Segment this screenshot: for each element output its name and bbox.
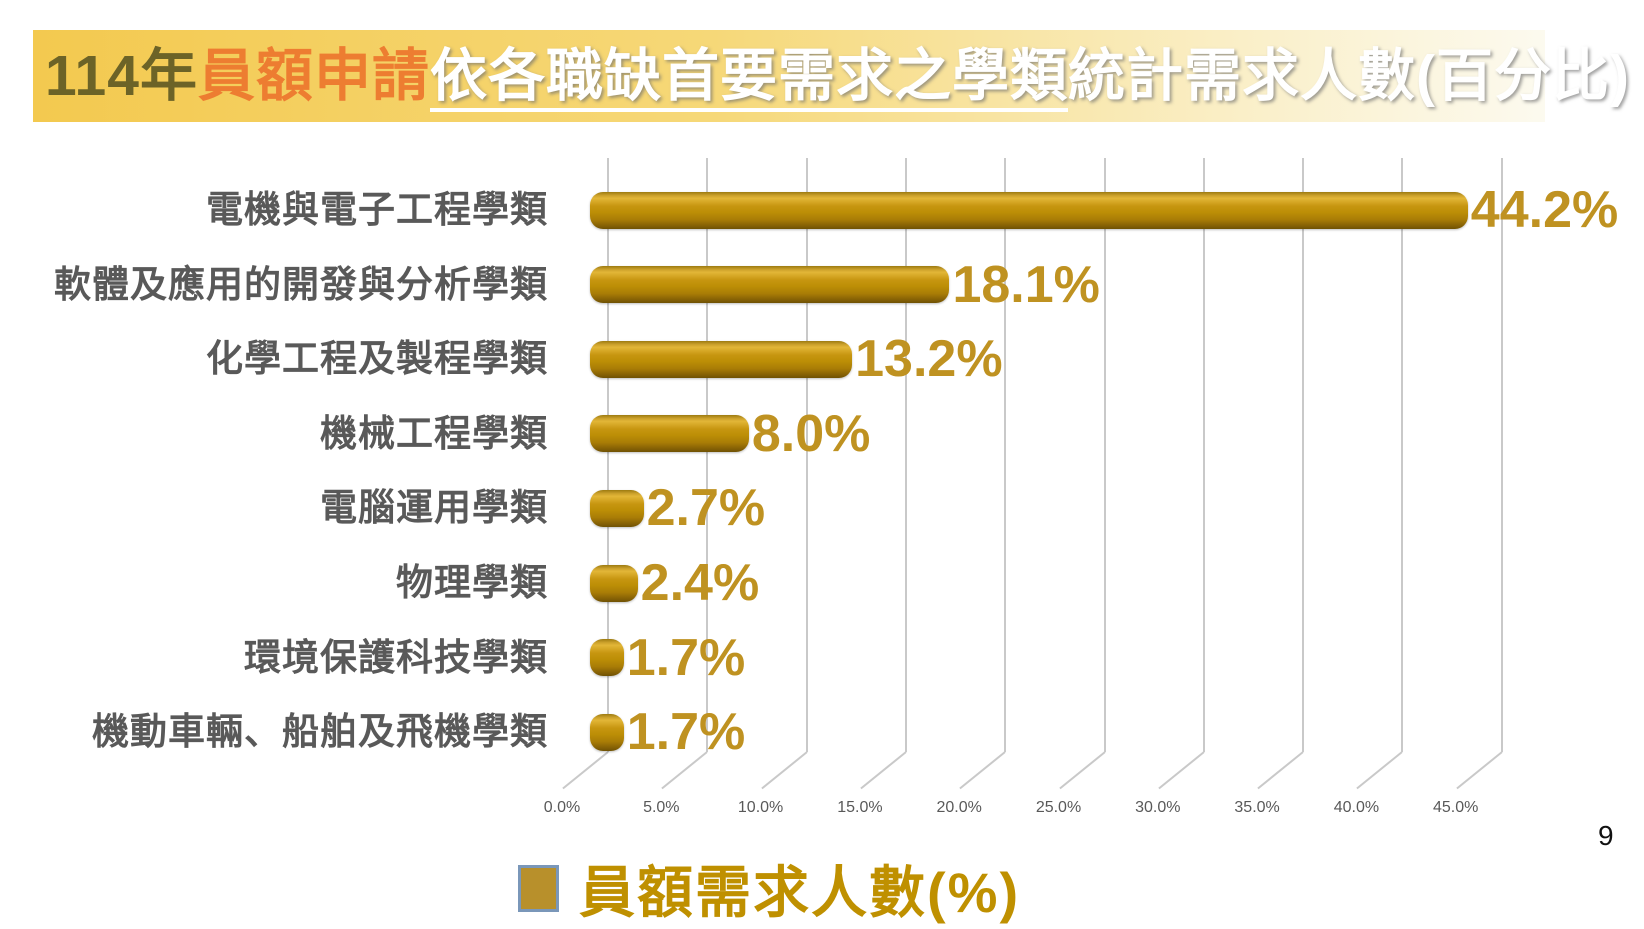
title-year: 114年 (45, 44, 198, 108)
value-label: 8.0% (751, 404, 871, 463)
category-label: 物理學類 (396, 562, 548, 603)
x-axis-tick-label: 40.0% (1333, 799, 1380, 816)
gridline (1004, 158, 1007, 752)
category-label: 電機與電子工程學類 (206, 189, 548, 230)
page-number: 9 (1598, 820, 1614, 851)
value-label: 13.2% (855, 330, 1003, 389)
x-axis-tick-label: 15.0% (837, 799, 883, 816)
bar (590, 713, 624, 751)
bar (590, 564, 638, 602)
x-axis-tick-label: 5.0% (643, 799, 680, 816)
gridline-foot (959, 751, 1006, 790)
x-axis-tick-label: 20.0% (936, 799, 982, 816)
gridline (607, 158, 609, 752)
x-axis-tick-label: 0.0% (543, 799, 581, 816)
value-label: 1.7% (626, 703, 746, 762)
bar (590, 639, 624, 677)
category-label: 電腦運用學類 (320, 487, 548, 529)
value-label: 1.7% (626, 628, 746, 687)
gridline-foot (562, 751, 609, 790)
chart-legend: 員額需求人數(%) (518, 848, 1020, 929)
legend-swatch-icon (518, 865, 559, 912)
gridline-foot (1455, 751, 1503, 790)
gridline (706, 158, 709, 752)
bar (590, 340, 853, 378)
x-axis-tick-label: 45.0% (1433, 799, 1479, 816)
gridline-foot (1158, 751, 1205, 790)
x-axis-tick-label: 10.0% (737, 799, 784, 816)
x-axis-tick-label: 30.0% (1135, 799, 1181, 816)
bar (590, 489, 644, 527)
bar (590, 191, 1468, 229)
title-rest: 統計需求人數(百分比) (1067, 44, 1630, 108)
gridline-foot (860, 751, 907, 790)
category-label: 化學工程及製程學類 (206, 338, 548, 380)
title-highlight-orange: 員額申請 (197, 44, 430, 108)
value-label: 2.4% (640, 554, 760, 612)
category-label: 環境保護科技學類 (244, 636, 548, 678)
gridline (1401, 158, 1404, 752)
value-label: 44.2% (1470, 181, 1619, 239)
category-label: 機械工程學類 (320, 412, 548, 454)
value-label: 2.7% (646, 479, 766, 538)
value-label: 18.1% (952, 255, 1100, 314)
gridline-foot (1257, 751, 1304, 790)
gridline (1302, 158, 1305, 752)
x-axis-tick-label: 25.0% (1035, 799, 1082, 816)
category-label: 軟體及應用的開發與分析學類 (54, 263, 548, 305)
gridline-foot (760, 751, 808, 790)
category-label: 機動車輛、船舶及飛機學類 (92, 711, 548, 753)
gridline (904, 158, 907, 752)
gridline (1103, 158, 1106, 752)
gridline-foot (1356, 751, 1404, 790)
gridline-foot (1058, 751, 1106, 790)
bar (590, 266, 950, 304)
title-banner: 114年員額申請依各職缺首要需求之學類統計需求人數(百分比) (33, 30, 1629, 122)
x-axis-tick-label: 35.0% (1234, 799, 1280, 816)
bar (590, 415, 749, 453)
gridline (1500, 158, 1503, 752)
title-underlined-segment: 依各職缺首要需求之學類 (429, 44, 1068, 112)
gridline (805, 158, 808, 752)
gridline (1202, 158, 1205, 752)
legend-label: 員額需求人數(%) (579, 861, 1021, 924)
